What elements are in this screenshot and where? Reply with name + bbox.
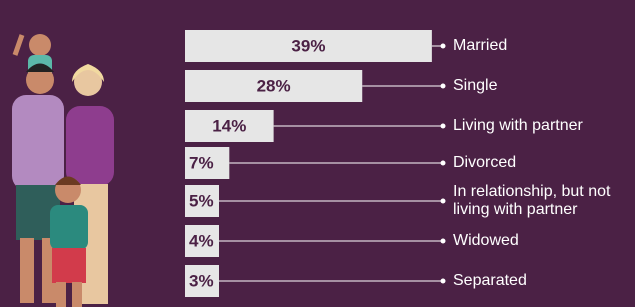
- category-label: Living with partner: [453, 117, 633, 135]
- value-label: 14%: [212, 116, 246, 135]
- category-label: Divorced: [453, 154, 633, 172]
- category-label: Widowed: [453, 232, 633, 250]
- value-label: 5%: [189, 191, 214, 210]
- value-label: 4%: [189, 231, 214, 250]
- leader-dot: [441, 84, 446, 89]
- leader-dot: [441, 161, 446, 166]
- leader-dot: [441, 279, 446, 284]
- infographic: 39% 28% 14% 7% 5% 4% 3% Married Single Living wi…: [0, 0, 635, 307]
- leader-dot: [441, 124, 446, 129]
- value-label: 3%: [189, 271, 214, 290]
- category-label: Single: [453, 77, 633, 95]
- leader-dot: [441, 239, 446, 244]
- category-label: Separated: [453, 272, 633, 290]
- category-label: In relationship, but not living with par…: [453, 183, 633, 219]
- value-label: 39%: [291, 36, 325, 55]
- leader-dot: [441, 199, 446, 204]
- value-label: 28%: [257, 76, 291, 95]
- leader-dot: [441, 44, 446, 49]
- family-illustration: [12, 34, 114, 307]
- value-label: 7%: [189, 153, 214, 172]
- category-label: Married: [453, 37, 633, 55]
